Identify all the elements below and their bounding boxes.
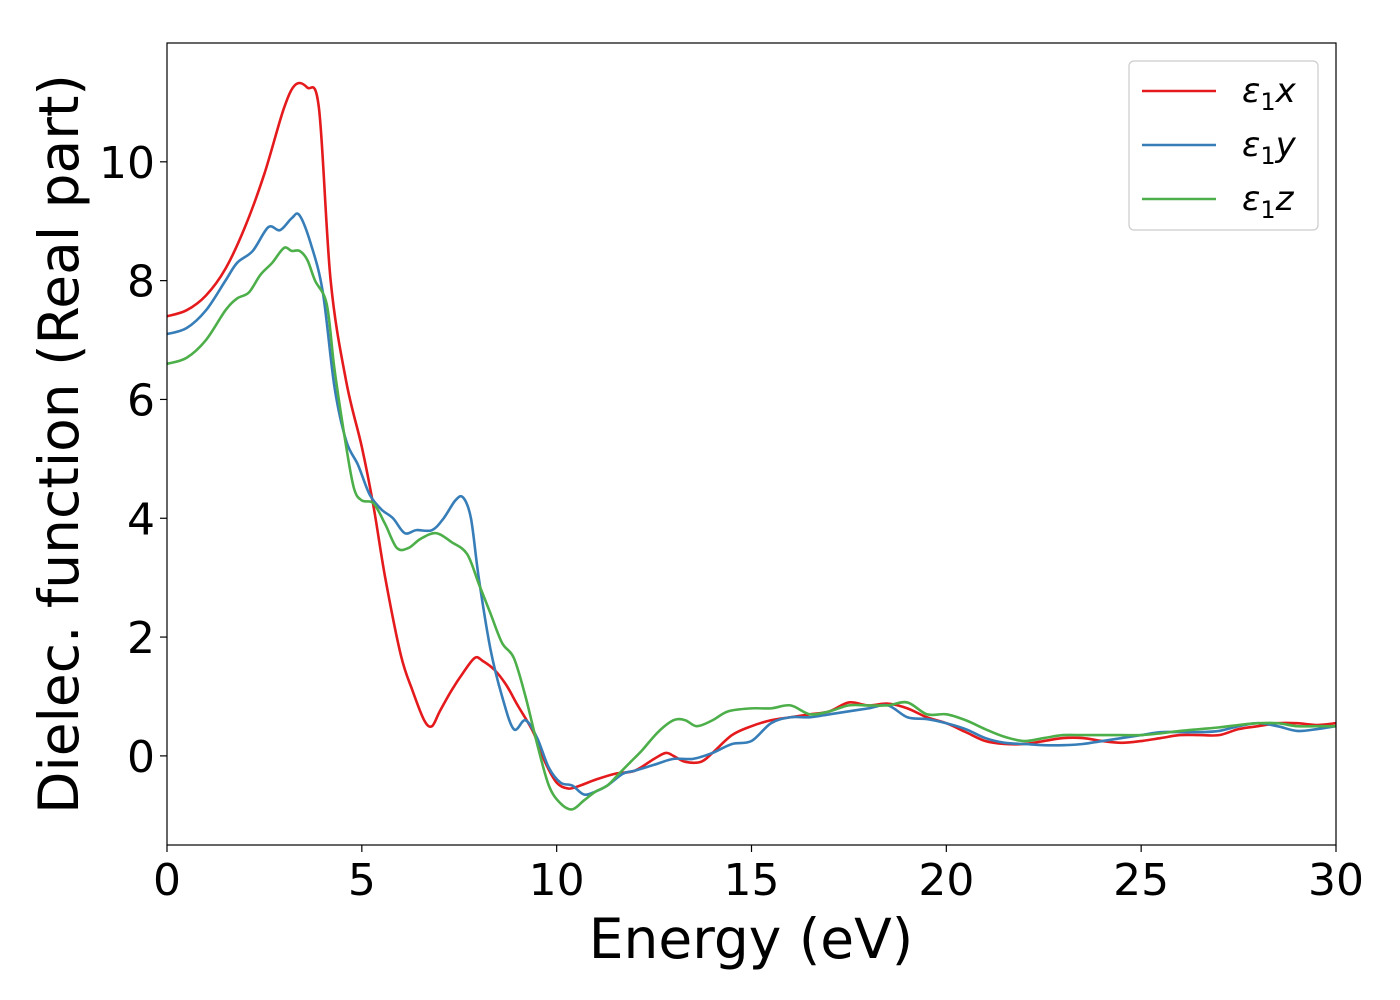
x-tick-label: 10 [529, 855, 585, 906]
legend: ε1x ε1y ε1z [1128, 60, 1319, 231]
y-tick-label: 6 [127, 375, 155, 426]
y-axis-ticks: 0 2 4 6 8 10 [99, 138, 167, 783]
y-tick-label: 4 [127, 494, 155, 545]
x-axis-ticks: 0 5 10 15 20 25 30 [153, 845, 1364, 906]
y-tick-label: 10 [99, 138, 155, 189]
legend-label-y: ε1y [1242, 125, 1297, 170]
x-tick-label: 0 [153, 855, 181, 906]
y-tick-label: 8 [127, 257, 155, 308]
y-axis-label: Dielec. function (Real part) [27, 74, 91, 814]
x-tick-label: 15 [724, 855, 780, 906]
legend-label-z: ε1z [1242, 179, 1295, 224]
series-line-y [167, 212, 1336, 797]
x-tick-label: 5 [348, 855, 376, 906]
series-line-z [167, 246, 1336, 811]
x-tick-label: 20 [918, 855, 974, 906]
x-axis-label: Energy (eV) [589, 907, 913, 971]
x-tick-label: 25 [1113, 855, 1169, 906]
x-tick-label: 30 [1308, 855, 1364, 906]
legend-label-x: ε1x [1242, 71, 1297, 116]
y-tick-label: 0 [127, 732, 155, 783]
legend-box [1128, 60, 1319, 231]
series-lines [167, 81, 1336, 811]
y-tick-label: 2 [127, 613, 155, 664]
